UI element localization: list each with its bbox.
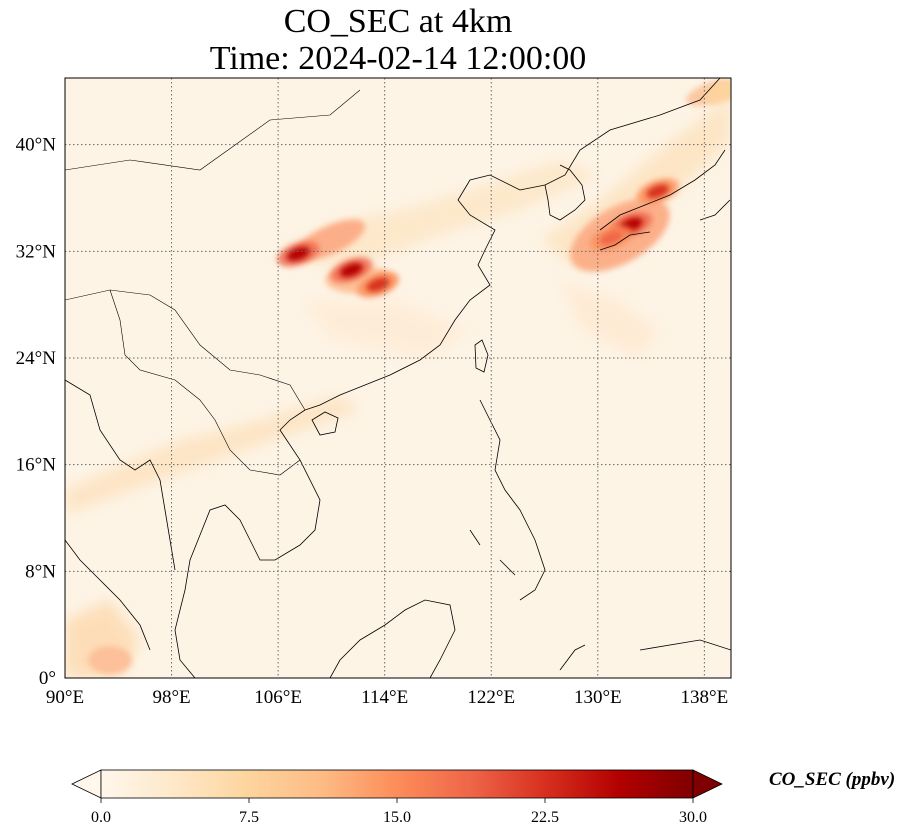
lat-tick-label: 8°N bbox=[25, 561, 56, 582]
colorbar-extend-max bbox=[692, 769, 723, 799]
lat-tick-label: 40°N bbox=[16, 135, 57, 156]
map-frame bbox=[64, 77, 732, 679]
lat-tick-label: 32°N bbox=[16, 241, 57, 262]
co-hotspot bbox=[330, 257, 373, 283]
map-title: CO_SEC at 4km bbox=[283, 3, 513, 40]
map-background bbox=[65, 78, 731, 678]
co-hotspot bbox=[590, 225, 633, 251]
colorbar-label: CO_SEC (ppbv) bbox=[769, 769, 896, 790]
colorbar-extend-min bbox=[71, 769, 102, 799]
lon-tick-label: 138°E bbox=[681, 687, 729, 708]
co-hotspots bbox=[277, 78, 731, 298]
latitude-labels: 0° 8°N 16°N 24°N 32°N 40°N bbox=[16, 135, 57, 689]
lon-tick-label: 106°E bbox=[254, 687, 302, 708]
colorbar-tick-label: 0.0 bbox=[91, 809, 111, 826]
colorbar-ticks: 0.0 7.5 15.0 22.5 30.0 bbox=[91, 798, 707, 826]
colorbar-tick-label: 22.5 bbox=[531, 809, 559, 826]
co-hotspot bbox=[636, 178, 679, 205]
lon-tick-label: 98°E bbox=[152, 687, 190, 708]
colorbar-body bbox=[100, 769, 694, 799]
map-subtitle-time: Time: 2024-02-14 12:00:00 bbox=[209, 40, 587, 77]
lat-tick-label: 0° bbox=[39, 668, 56, 689]
lat-tick-label: 24°N bbox=[16, 348, 57, 369]
co-hotspot bbox=[277, 241, 320, 267]
lon-tick-label: 130°E bbox=[574, 687, 622, 708]
colorbar-tick-label: 15.0 bbox=[383, 809, 411, 826]
lon-tick-label: 114°E bbox=[361, 687, 408, 708]
colorbar-tick-label: 7.5 bbox=[239, 809, 259, 826]
colorbar: 0.0 7.5 15.0 22.5 30.0 bbox=[71, 769, 723, 826]
colorbar-tick-label: 30.0 bbox=[679, 809, 707, 826]
lon-tick-label: 90°E bbox=[46, 687, 84, 708]
co-hotspot bbox=[357, 271, 400, 298]
lat-tick-label: 16°N bbox=[16, 455, 57, 476]
longitude-labels: 90°E 98°E 106°E 114°E 122°E 130°E 138°E bbox=[46, 687, 728, 708]
lon-tick-label: 122°E bbox=[467, 687, 515, 708]
